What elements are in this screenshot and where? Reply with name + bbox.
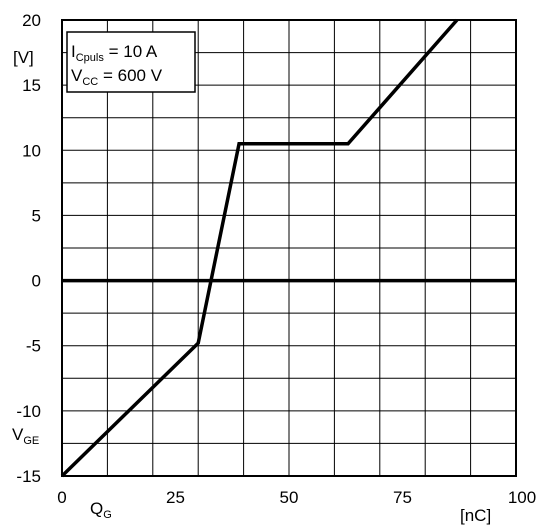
legend-current-subscript: Cpuls <box>76 52 105 64</box>
y-tick-label: -15 <box>16 467 41 486</box>
plot-frame <box>61 19 517 477</box>
x-axis-label: QG <box>90 499 112 521</box>
y-tick-label: -5 <box>26 337 41 356</box>
legend-voltage-subscript: CC <box>82 76 98 88</box>
legend-voltage-value: = 600 V <box>98 66 162 85</box>
x-tick-label: 0 <box>57 488 66 507</box>
gate-charge-curve <box>60 18 459 478</box>
legend-box <box>66 31 196 93</box>
y-tick-label: -10 <box>16 402 41 421</box>
x-tick-label: 25 <box>166 488 185 507</box>
y-axis-subscript: GE <box>23 435 39 447</box>
legend: ICpuls = 10 A VCC = 600 V <box>66 31 196 93</box>
y-axis-symbol: V <box>12 425 24 444</box>
legend-voltage-symbol: V <box>71 66 83 85</box>
x-axis-subscript: G <box>103 509 112 521</box>
legend-current-value: = 10 A <box>104 42 158 61</box>
legend-current-symbol: I <box>71 42 76 61</box>
series-layer <box>60 18 459 478</box>
x-axis-symbol: Q <box>90 499 103 518</box>
y-tick-label: 20 <box>22 11 41 30</box>
x-tick-label: 50 <box>280 488 299 507</box>
y-axis-unit: [V] <box>13 48 34 67</box>
x-axis-unit: [nC] <box>460 506 491 525</box>
x-tick-label: 75 <box>393 488 412 507</box>
y-tick-label: 0 <box>32 272 41 291</box>
grid-lines <box>62 20 516 476</box>
x-tick-label: 100 <box>508 488 536 507</box>
y-tick-label: 15 <box>22 76 41 95</box>
y-axis-label: VGE <box>12 425 39 447</box>
legend-voltage: VCC = 600 V <box>71 66 163 88</box>
y-tick-label: 10 <box>22 141 41 160</box>
y-tick-label: 5 <box>32 206 41 225</box>
legend-current: ICpuls = 10 A <box>71 42 158 64</box>
